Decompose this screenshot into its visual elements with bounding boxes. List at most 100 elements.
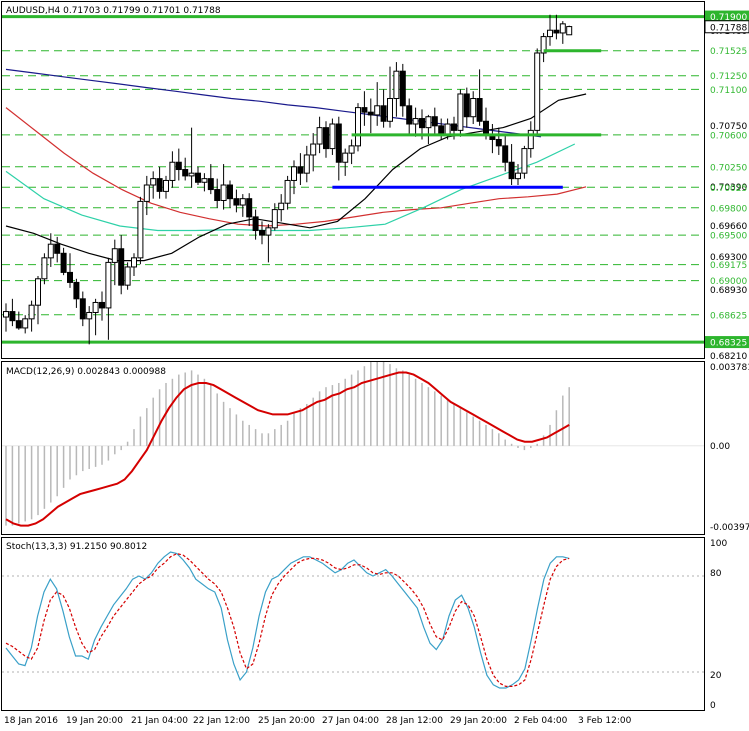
candle-body [54,243,61,254]
price-panel-frame [1,1,705,359]
candle-body [188,172,195,177]
level-label: 0.70025 [710,184,747,194]
candle-body [163,179,169,192]
stoch-tick: 0 [710,701,716,711]
candle-body [239,198,246,206]
candle-body [534,52,541,131]
candle-body [316,127,323,145]
stoch-panel-frame [1,537,705,711]
candle-body [271,209,278,229]
candle-body [105,261,112,309]
level-label: 0.70600 [710,131,747,141]
stoch-header: Stoch(13,3,3) 91.2150 90.8012 [6,542,147,552]
candle-body [252,216,259,232]
candle-body [323,127,329,150]
candle-body [169,161,176,181]
candle-body [86,311,93,320]
candle-body [412,118,419,125]
x-label: 22 Jan 12:00 [193,716,250,726]
candle-body [495,138,502,147]
candle-body [335,123,342,163]
candle-body [457,93,464,131]
candle-body [220,184,227,201]
level-label: 0.69175 [710,261,747,271]
candle-body [291,166,297,181]
x-label: 2 Feb 04:00 [514,716,568,726]
candle-body [355,107,361,147]
macd-header: MACD(12,26,9) 0.002843 0.000988 [6,367,166,377]
candle-body [143,184,150,202]
candle-body [111,248,118,263]
price-header: AUDUSD,H4 0.71703 0.71799 0.71701 0.7178… [6,6,221,16]
x-label: 18 Jan 2016 [4,716,58,726]
x-label: 3 Feb 12:00 [578,716,632,726]
candle-body [284,179,291,204]
candle-body [131,257,137,268]
stoch-signal-line [5,552,570,688]
candle-body [118,248,125,286]
macd-panel-frame [1,361,705,535]
candle-body [73,281,80,300]
level-label: 0.71100 [710,86,747,96]
candle-body [15,320,22,329]
price-tick: 0.70390 [710,183,747,193]
price-tick: 0.69300 [710,253,747,263]
current-price-box [704,20,749,34]
candle-body [265,227,272,236]
candle-body [9,311,16,322]
candle-body [28,304,35,320]
candle-body [470,98,477,118]
candle-body [527,129,534,150]
price-tick: 0.70750 [710,122,747,132]
candle-body [476,98,483,122]
candle-body [227,184,233,200]
candle-body [374,105,381,116]
candle-body [367,111,374,116]
candle-body [79,298,86,320]
candle-body [233,198,240,206]
candle-body [553,29,560,34]
candle-body [67,271,73,283]
candle-body [431,116,438,127]
x-label: 25 Jan 20:00 [258,716,315,726]
candle-body [451,123,457,131]
ma-red-line [5,107,587,227]
candle-body [380,105,387,122]
candle-body [3,311,9,318]
stoch-tick: 20 [710,671,722,681]
candle-body [297,166,304,174]
level-label: 0.69000 [710,277,747,287]
candle-body [278,202,285,211]
level-label: 0.70250 [710,163,747,173]
candle-body [246,198,253,218]
candle-body [207,178,214,191]
candle-body [156,178,163,192]
candle-body [547,29,553,38]
candle-body [195,172,201,183]
stoch-tick: 100 [710,539,727,549]
x-label: 19 Jan 20:00 [66,716,123,726]
candle-body [137,200,144,259]
x-label: 27 Jan 04:00 [322,716,379,726]
price-tick: 0.68210 [710,352,747,362]
candle-body [124,266,131,286]
level-label: 0.71250 [710,72,747,82]
moving-averages-layer [5,68,587,262]
candle-body [41,257,48,280]
candle-body [92,301,99,313]
candle-body [521,148,528,174]
candle-body [425,116,432,129]
drawn-segments-layer [332,49,602,189]
x-label: 28 Jan 12:00 [386,716,443,726]
candle-body [348,145,355,154]
candle-body [47,243,54,259]
candle-body [214,189,221,201]
candle-body [463,93,470,118]
x-label: 29 Jan 20:00 [450,716,507,726]
x-label: 21 Jan 04:00 [131,716,188,726]
candle-body [393,70,400,100]
candle-body [150,178,157,186]
candle-body [419,118,425,129]
level-label-box [705,10,749,23]
